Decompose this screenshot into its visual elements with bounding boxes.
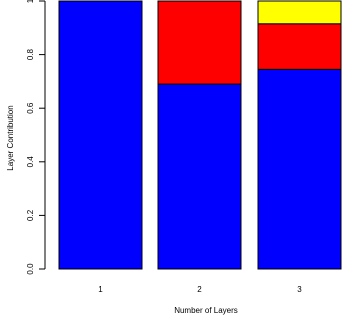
bar-layer [58,0,342,270]
bar-segment-2-layer-2 [157,0,242,85]
y-tick-label: 0.0 [26,263,35,275]
bar-segment-3-layer-2 [257,23,342,70]
bar-segment-1-layer-1 [58,0,143,270]
y-axis-label: Layer Contribution [6,105,15,170]
x-tick-label: 3 [297,285,302,294]
y-tick-label: 0.2 [26,209,35,221]
bar-segment-3-layer-1 [257,68,342,270]
y-tick-label: 0.8 [26,48,35,60]
x-axis-ticks: 1 2 3 [98,285,302,294]
bar-segment-3-layer-3 [257,0,342,25]
y-tick-label: 0.4 [26,156,35,168]
x-tick-label: 1 [98,285,103,294]
y-tick-label: 0.6 [26,102,35,114]
y-axis: 0.0 0.2 0.4 0.6 0.8 1 [26,0,46,275]
y-tick-label: 1 [26,0,35,3]
x-axis-label: Number of Layers [174,306,238,315]
bar-segment-2-layer-1 [157,83,242,270]
x-tick-label: 2 [197,285,202,294]
